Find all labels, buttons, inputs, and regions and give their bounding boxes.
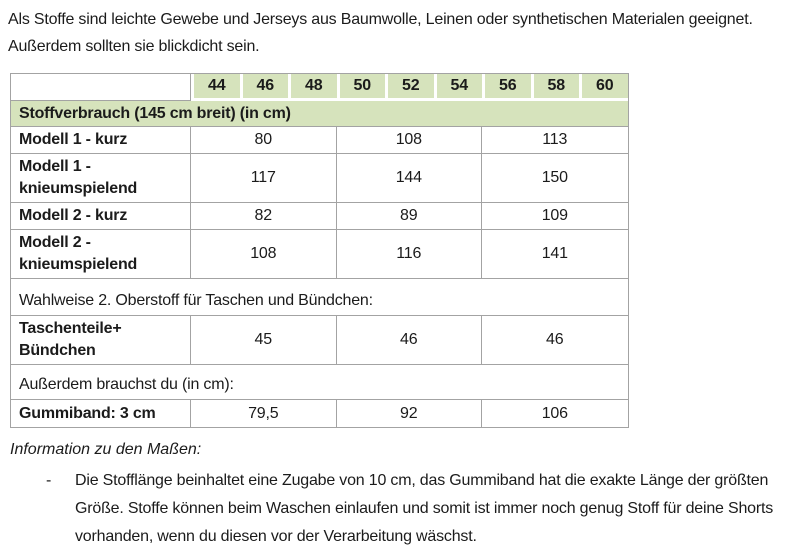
value-cell: 79,5 xyxy=(191,400,337,427)
size-header-cell-58: 58 xyxy=(530,74,579,101)
table-row-taschenteile: Taschenteile+ Bündchen 45 46 46 xyxy=(11,316,628,365)
intro-paragraph: Als Stoffe sind leichte Gewebe und Jerse… xyxy=(8,11,753,55)
value-cell: 46 xyxy=(336,316,482,365)
value-cell: 144 xyxy=(336,154,482,203)
size-header-cell-46: 46 xyxy=(239,74,288,101)
section-row-ausserdem: Außerdem brauchst du (in cm): xyxy=(11,365,628,400)
value-cell: 89 xyxy=(336,203,482,230)
size-header-row: 44 46 48 50 52 54 56 58 60 xyxy=(11,74,628,101)
bullet-text: Die Stofflänge beinhaltet eine Zugabe vo… xyxy=(75,472,774,545)
size-header-cell-52: 52 xyxy=(385,74,434,101)
value-cell: 141 xyxy=(482,230,628,279)
row-label: Gummiband: 3 cm xyxy=(11,400,191,427)
value-cell: 80 xyxy=(191,127,337,154)
table-row-modell1-kurz: Modell 1 - kurz 80 108 113 xyxy=(11,127,628,154)
value-cell: 116 xyxy=(336,230,482,279)
row-label: Modell 1 - knieumspielend xyxy=(11,154,191,203)
value-cell: 92 xyxy=(337,400,482,427)
value-cell: 117 xyxy=(191,154,337,203)
value-cell: 109 xyxy=(482,203,628,230)
table-row-gummiband: Gummiband: 3 cm 79,5 92 106 xyxy=(11,400,628,427)
size-header-cell-44: 44 xyxy=(191,74,240,101)
value-cell: 150 xyxy=(482,154,628,203)
row-label: Modell 2 - knieumspielend xyxy=(11,230,191,279)
info-heading: Information zu den Maßen: xyxy=(10,441,202,458)
value-cell: 108 xyxy=(336,127,482,154)
value-cell: 46 xyxy=(482,316,628,365)
row-label: Taschenteile+ Bündchen xyxy=(11,316,191,365)
row-label: Modell 2 - kurz xyxy=(11,203,191,230)
size-header-cell-54: 54 xyxy=(433,74,482,101)
bullet-marker: - xyxy=(46,472,52,489)
table-row-modell2-knieumspielend: Modell 2 - knieumspielend 108 116 141 xyxy=(11,230,628,279)
table-row-modell1-knieumspielend: Modell 1 - knieumspielend 117 144 150 xyxy=(11,154,628,203)
fabric-consumption-table: 44 46 48 50 52 54 56 58 60 Stoffverbrauc… xyxy=(10,73,629,428)
value-cell: 108 xyxy=(191,230,337,279)
section-row-wahlweise: Wahlweise 2. Oberstoff für Taschen und B… xyxy=(11,279,628,316)
row-label: Modell 1 - kurz xyxy=(11,127,191,154)
bullet-item: - Die Stofflänge beinhaltet eine Zugabe … xyxy=(8,467,800,551)
size-header-cell-48: 48 xyxy=(288,74,337,101)
value-cell: 82 xyxy=(191,203,337,230)
section-header-ausserdem: Außerdem brauchst du (in cm): xyxy=(11,365,628,400)
value-cell: 106 xyxy=(541,404,568,422)
blank-corner-cell xyxy=(11,74,191,101)
table-row-modell2-kurz: Modell 2 - kurz 82 89 109 xyxy=(11,203,628,230)
size-header-cell-60: 60 xyxy=(579,74,628,101)
section-header-stoffverbrauch: Stoffverbrauch (145 cm breit) (in cm) xyxy=(11,101,628,127)
section-row-stoffverbrauch: Stoffverbrauch (145 cm breit) (in cm) xyxy=(11,101,628,127)
size-header-cell-56: 56 xyxy=(482,74,531,101)
size-header-cell-50: 50 xyxy=(336,74,385,101)
value-cell: 45 xyxy=(191,316,337,365)
section-header-wahlweise: Wahlweise 2. Oberstoff für Taschen und B… xyxy=(11,279,628,316)
value-cell: 113 xyxy=(482,127,628,154)
